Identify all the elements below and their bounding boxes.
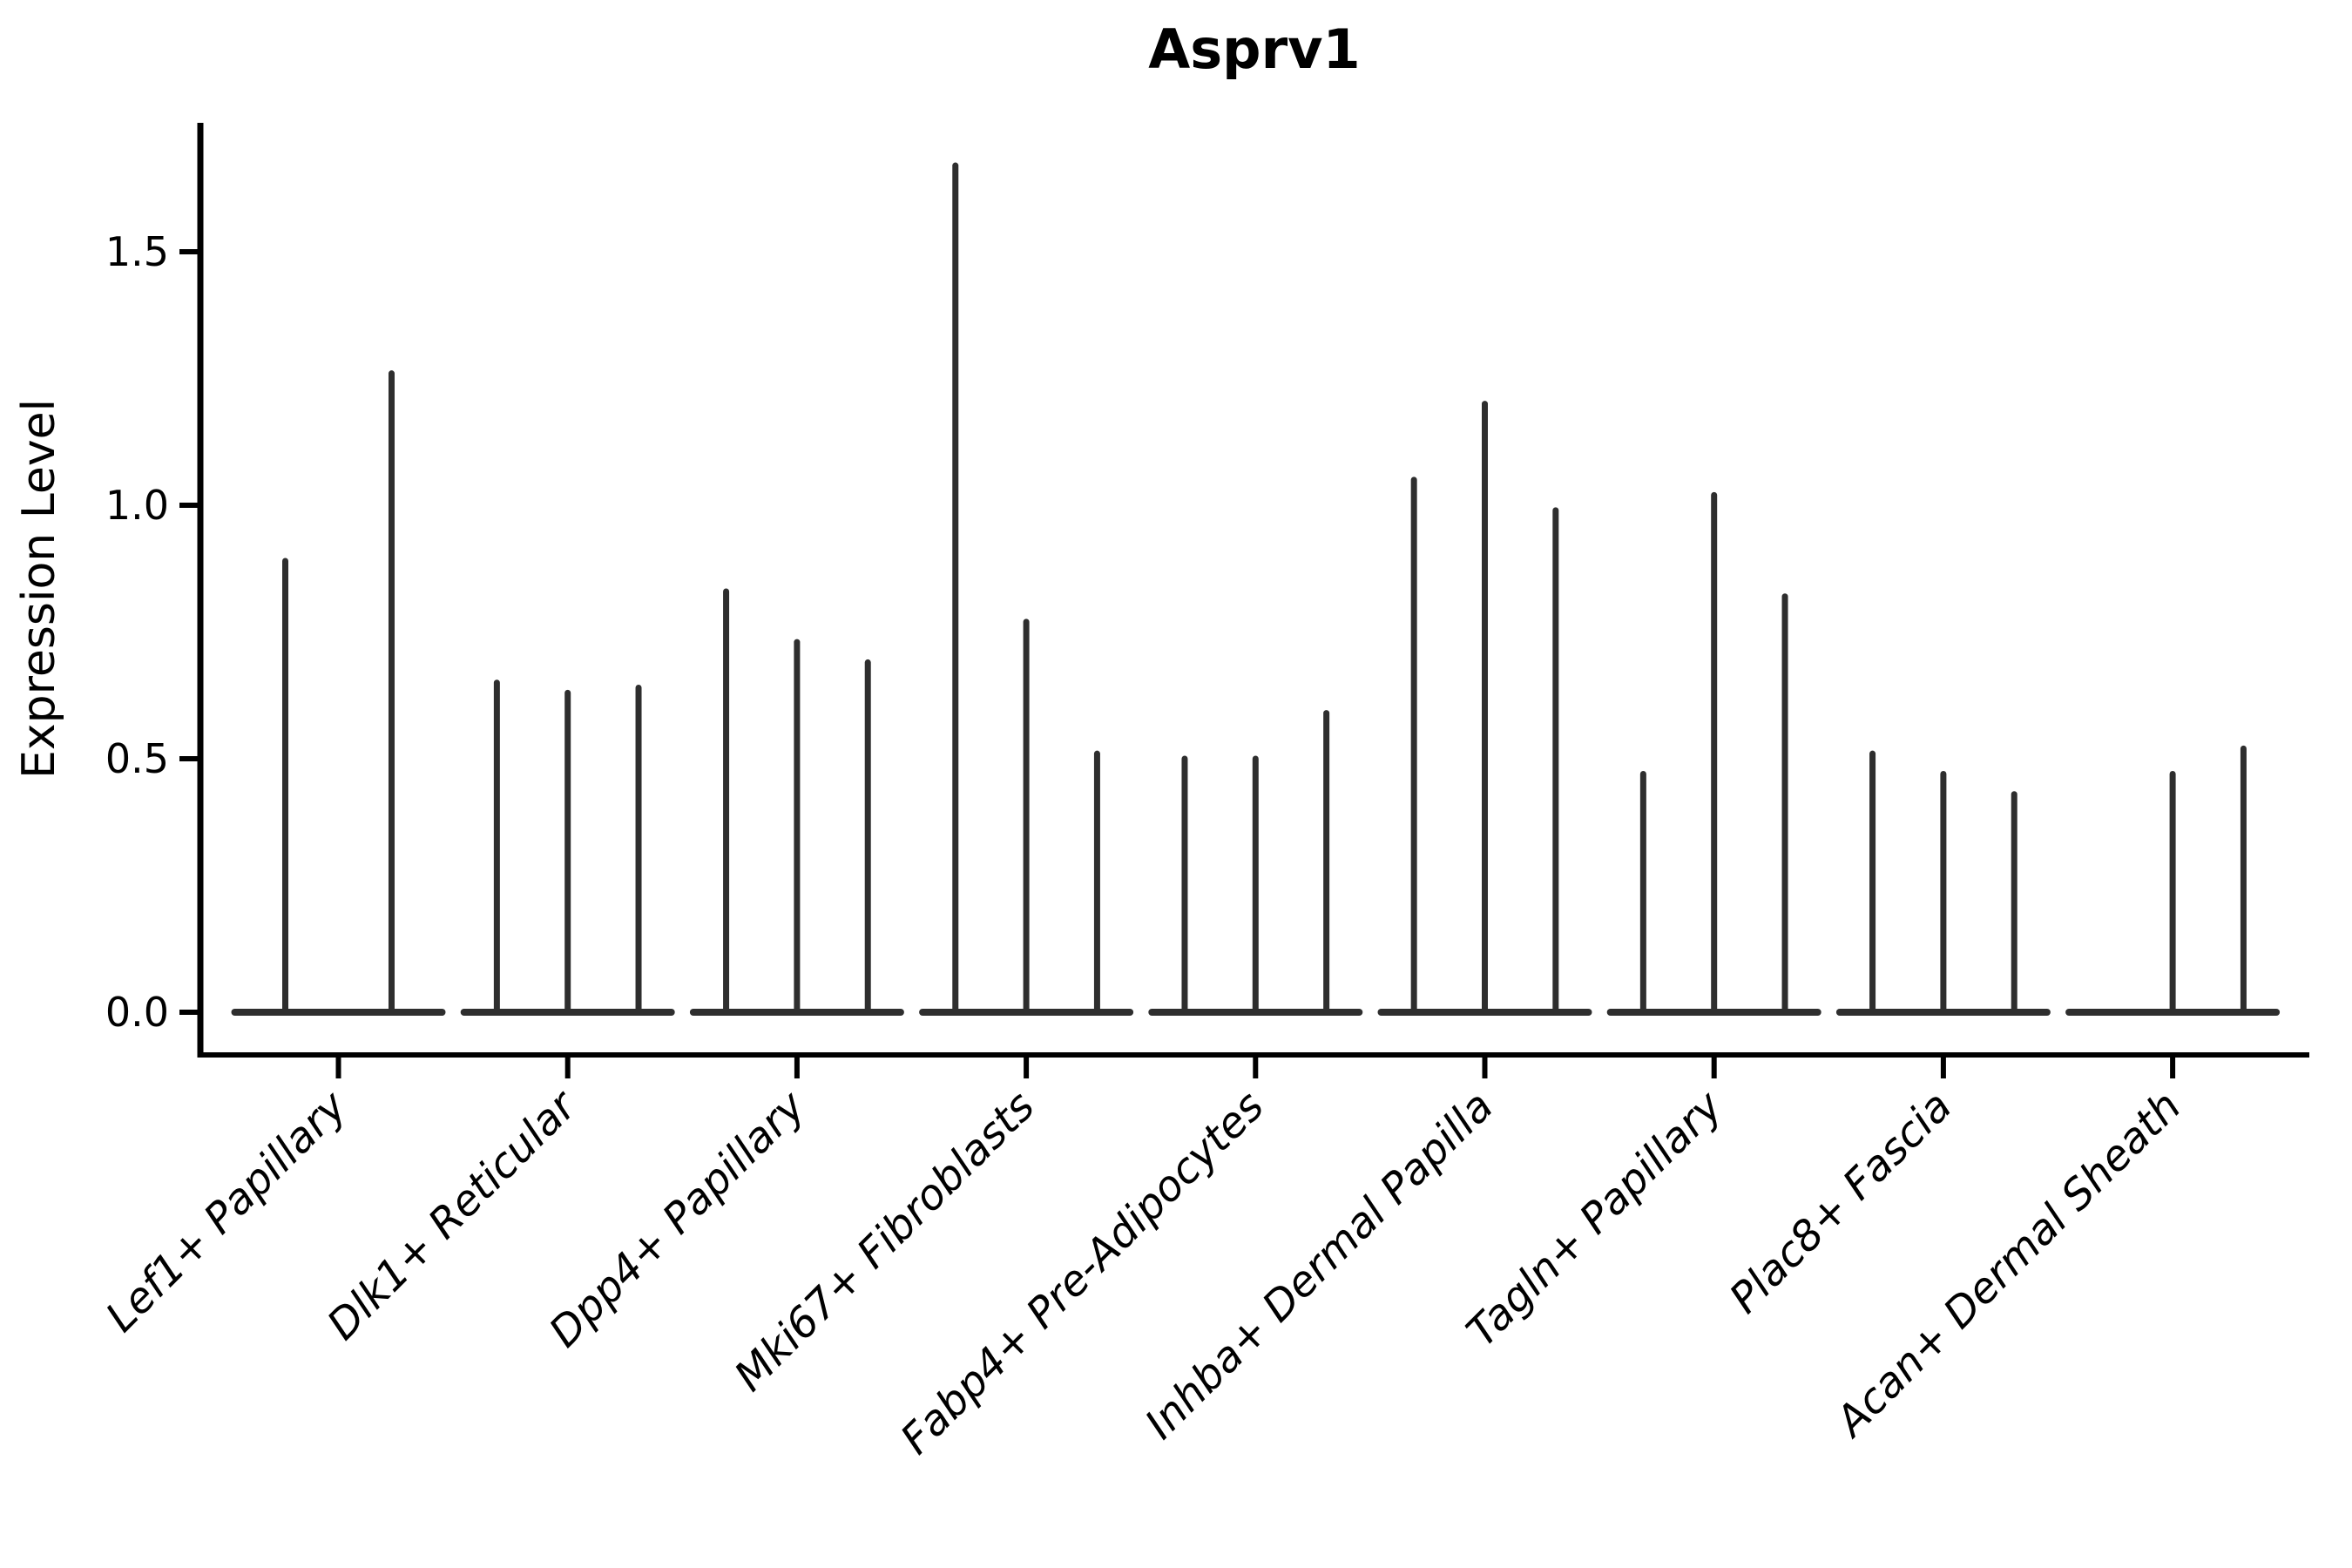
y-tick-label: 1.0 bbox=[105, 482, 169, 529]
x-tick-label: Lef1+ Papillary bbox=[97, 1081, 357, 1342]
chart-title: Asprv1 bbox=[1148, 17, 1360, 81]
y-axis-label: Expression Level bbox=[13, 399, 65, 779]
y-axis: 0.0 0.5 1.0 1.5 bbox=[105, 123, 204, 1058]
x-tick-label: Tagln+ Papillary bbox=[1457, 1081, 1733, 1356]
violins-layer bbox=[231, 162, 2281, 1016]
y-tick-label: 0.5 bbox=[105, 735, 169, 782]
y-tick-label: 1.5 bbox=[105, 228, 169, 275]
x-tick-label: Dlk1+ Reticular bbox=[318, 1080, 588, 1350]
x-tick-label: Plac8+ Fascia bbox=[1720, 1082, 1962, 1323]
x-tick-label: Fabp4+ Pre-Adipocytes bbox=[891, 1082, 1274, 1464]
x-tick-label: Dpp4+ Papillary bbox=[540, 1081, 815, 1356]
y-tick-label: 0.0 bbox=[105, 989, 169, 1036]
